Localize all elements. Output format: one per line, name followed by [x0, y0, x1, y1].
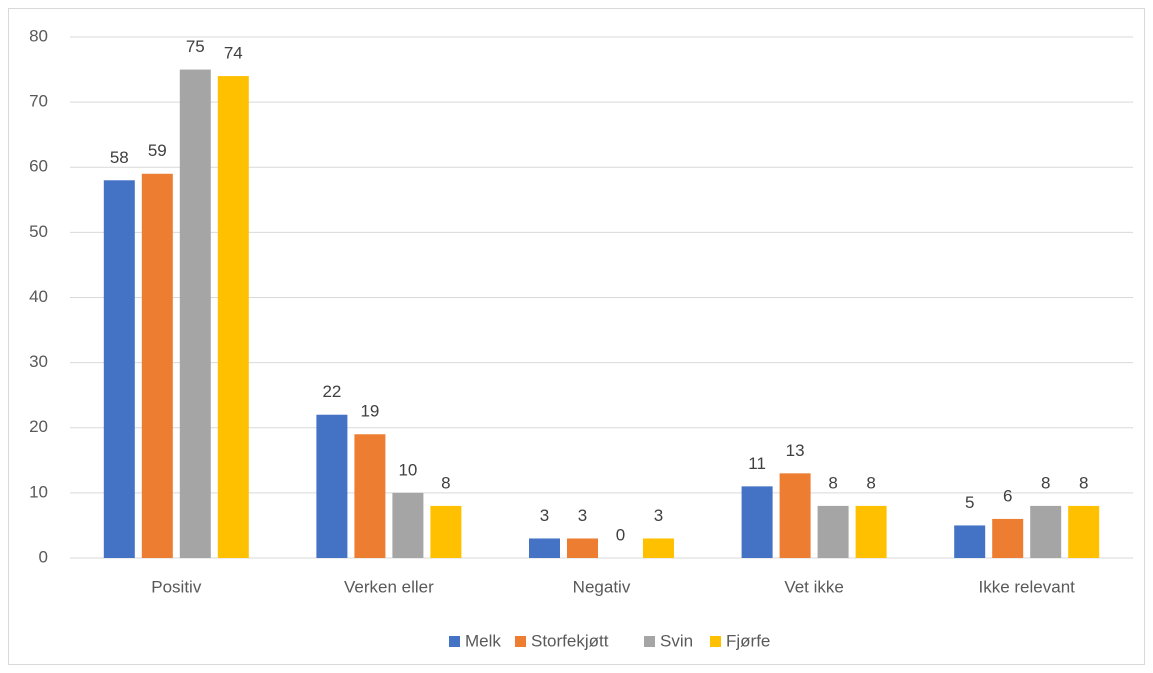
data-label: 3 — [540, 506, 549, 525]
bar — [430, 505, 462, 558]
legend-swatch — [710, 636, 721, 647]
x-tick-label: Vet ikke — [784, 577, 844, 596]
data-label: 0 — [616, 525, 625, 544]
x-tick-label: Verken eller — [344, 577, 434, 596]
data-label: 8 — [1079, 473, 1088, 492]
bar — [817, 505, 849, 558]
data-label: 8 — [1041, 473, 1050, 492]
bar — [643, 538, 674, 558]
bar — [316, 414, 348, 558]
legend-swatch — [515, 636, 526, 647]
y-tick-label: 40 — [29, 287, 48, 306]
data-label: 8 — [828, 473, 837, 492]
y-tick-label: 0 — [39, 547, 48, 566]
data-label: 8 — [441, 473, 450, 492]
bar — [779, 473, 811, 558]
data-label: 59 — [148, 141, 167, 160]
bar — [855, 505, 887, 558]
bar — [179, 69, 211, 558]
bar — [392, 492, 424, 558]
x-tick-label: Ikke relevant — [979, 577, 1076, 596]
data-label: 10 — [398, 460, 417, 479]
data-label: 74 — [224, 44, 243, 63]
data-label: 3 — [578, 506, 587, 525]
y-tick-label: 80 — [29, 26, 48, 45]
data-label: 11 — [748, 454, 766, 473]
y-tick-label: 60 — [29, 157, 48, 176]
chart-border — [8, 8, 1145, 665]
data-label: 13 — [786, 441, 805, 460]
bar — [567, 538, 598, 558]
data-label: 3 — [654, 506, 663, 525]
bar — [992, 518, 1024, 558]
bar — [954, 525, 986, 558]
legend-swatch — [644, 636, 655, 647]
legend-swatch — [449, 636, 460, 647]
data-label: 58 — [110, 148, 129, 167]
bar — [103, 180, 135, 558]
data-label: 19 — [360, 402, 379, 421]
y-tick-label: 70 — [29, 92, 48, 111]
data-label: 5 — [965, 493, 974, 512]
y-tick-label: 30 — [29, 352, 48, 371]
legend-label: Melk — [465, 631, 501, 650]
bar — [217, 76, 249, 558]
x-tick-label: Negativ — [573, 577, 631, 596]
legend-label: Storfekjøtt — [531, 631, 609, 650]
bar — [354, 434, 386, 558]
bar — [741, 486, 773, 558]
y-tick-label: 10 — [29, 482, 48, 501]
data-label: 8 — [866, 473, 875, 492]
data-label: 22 — [322, 382, 341, 401]
y-tick-label: 20 — [29, 417, 48, 436]
data-label: 75 — [186, 37, 205, 56]
legend-label: Svin — [660, 631, 693, 650]
data-label: 6 — [1003, 486, 1012, 505]
bar — [1068, 505, 1100, 558]
bar — [141, 173, 173, 558]
x-tick-label: Positiv — [151, 577, 202, 596]
legend-label: Fjørfe — [726, 631, 770, 650]
bar — [1030, 505, 1062, 558]
bar — [529, 538, 560, 558]
y-tick-label: 50 — [29, 222, 48, 241]
